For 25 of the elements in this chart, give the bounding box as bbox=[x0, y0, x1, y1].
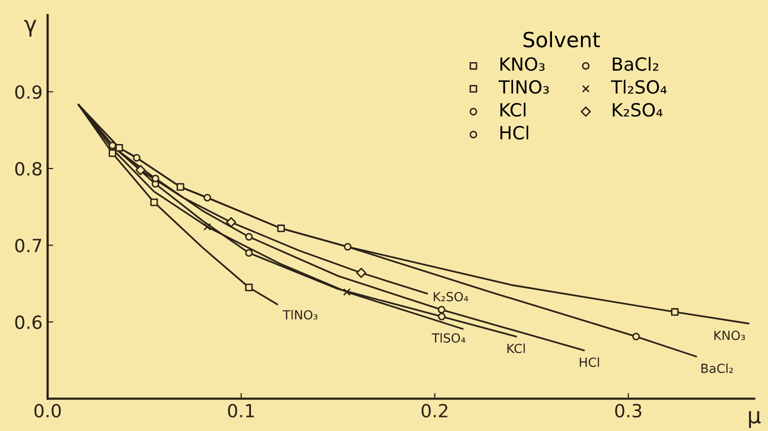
legend-label: KCl bbox=[500, 102, 526, 117]
x-tick-label: 0.1 bbox=[228, 404, 254, 418]
annotation: TlSO₄ bbox=[432, 333, 466, 343]
annotation: KCl bbox=[507, 343, 525, 354]
legend-label: Tl₂SO₄ bbox=[611, 80, 667, 94]
y-axis-title: γ bbox=[24, 20, 36, 37]
x-tick-label: 0.2 bbox=[422, 404, 448, 418]
legend-label: BaCl₂ bbox=[612, 56, 658, 71]
legend-title: Solvent bbox=[524, 31, 600, 48]
annotation: KNO₃ bbox=[714, 330, 745, 340]
x-tick-label: 0.0 bbox=[34, 404, 61, 418]
y-tick-label: 0.7 bbox=[15, 238, 42, 252]
annotation: TlNO₃ bbox=[282, 310, 318, 320]
legend-label: KNO₃ bbox=[500, 57, 545, 71]
legend-label: HCl bbox=[500, 126, 528, 140]
annotation: BaCl₂ bbox=[701, 363, 733, 374]
y-tick-label: 0.6 bbox=[15, 315, 42, 330]
legend-label: K₂SO₄ bbox=[612, 103, 662, 117]
legend-label: TlNO₃ bbox=[498, 80, 549, 94]
y-tick-label: 0.8 bbox=[15, 162, 42, 176]
annotation: HCl bbox=[580, 357, 600, 367]
x-tick-label: 0.3 bbox=[615, 404, 642, 418]
x-axis-title: μ bbox=[748, 411, 761, 428]
y-tick-label: 0.9 bbox=[15, 85, 42, 99]
annotation: K₂SO₄ bbox=[434, 292, 468, 302]
